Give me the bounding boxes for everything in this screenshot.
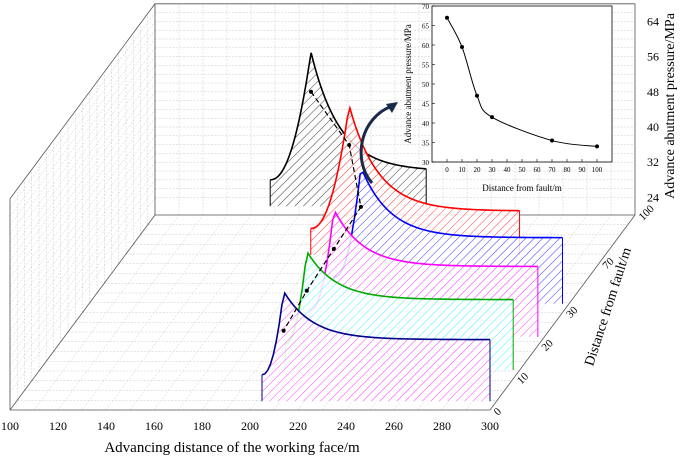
inset-data-point bbox=[550, 138, 554, 143]
z-tick-label: 64 bbox=[647, 14, 659, 28]
series-0m bbox=[261, 291, 491, 402]
inset-x-tick-label: 80 bbox=[564, 166, 572, 174]
y-tick-label: 100 bbox=[637, 203, 658, 224]
inset-x-tick-label: 0 bbox=[445, 166, 449, 174]
z-tick-label: 32 bbox=[647, 155, 659, 169]
inset-y-tick-label: 70 bbox=[422, 3, 430, 11]
annotation-layer bbox=[281, 89, 398, 333]
inset-y-tick-label: 40 bbox=[422, 120, 430, 128]
series-line-20m bbox=[309, 210, 538, 312]
inset-data-point bbox=[460, 44, 464, 49]
inset-x-tick-label: 60 bbox=[534, 166, 542, 174]
series-line-70m bbox=[310, 105, 520, 230]
inset-x-tick-label: 30 bbox=[489, 166, 497, 174]
inset-y-tick-label: 50 bbox=[422, 81, 430, 89]
peak-marker bbox=[304, 288, 309, 293]
x-tick-label: 240 bbox=[337, 419, 355, 433]
inset-x-axis-title: Distance from fault/m bbox=[482, 183, 561, 193]
z-tick-label: 56 bbox=[647, 50, 659, 64]
inset-series-line bbox=[446, 17, 598, 147]
inset-y-tick-label: 55 bbox=[422, 62, 430, 70]
callout-arrow bbox=[359, 104, 393, 184]
peak-marker bbox=[347, 142, 352, 147]
x-tick-label: 100 bbox=[1, 419, 19, 433]
peak-marker bbox=[281, 328, 286, 333]
inset-y-tick-label: 35 bbox=[422, 140, 430, 148]
x-tick-label: 280 bbox=[433, 419, 451, 433]
x-tick-label: 120 bbox=[49, 419, 67, 433]
inset-x-tick-label: 90 bbox=[579, 166, 587, 174]
axis-layer: 100 120 140 160 180 200 220 240 260 280 3000102030… bbox=[1, 14, 659, 433]
inset-y-axis-title: Advance abutment pressure/MPa bbox=[403, 24, 413, 143]
z-axis-title: Advance abutment pressure/MPa bbox=[663, 12, 678, 199]
x-tick-label: 300 bbox=[481, 419, 499, 433]
inset-y-tick-label: 65 bbox=[422, 23, 430, 31]
x-tick-label: 180 bbox=[193, 419, 211, 433]
x-tick-label: 140 bbox=[97, 419, 115, 433]
series-line-10m bbox=[284, 251, 514, 345]
inset-chart: 0 10 20 30 40 50 60 70 80 90 100 30 35 40 45 50 55 60 65 70 bbox=[422, 3, 613, 174]
series-line-30m bbox=[334, 171, 563, 279]
inset-x-tick-label: 50 bbox=[519, 166, 527, 174]
x-axis-title: Advancing distance of the working face/m bbox=[104, 440, 360, 456]
inset-data-point bbox=[595, 144, 599, 149]
y-tick-label: 0 bbox=[492, 405, 505, 418]
inset-data-point bbox=[445, 15, 449, 20]
inset-x-tick-label: 10 bbox=[459, 166, 467, 174]
z-tick-label: 40 bbox=[647, 120, 659, 134]
inset-y-tick-label: 45 bbox=[422, 101, 430, 109]
inset-y-tick-label: 30 bbox=[422, 159, 430, 167]
callout-arrow-head bbox=[386, 102, 398, 113]
inset-x-tick-label: 70 bbox=[549, 166, 557, 174]
series-layer bbox=[261, 52, 563, 402]
inset-y-tick-label: 60 bbox=[422, 42, 430, 50]
axes-frame bbox=[9, 3, 636, 411]
x-tick-label: 260 bbox=[385, 419, 403, 433]
inset-frame bbox=[431, 5, 613, 163]
inset-x-tick-label: 40 bbox=[504, 166, 512, 174]
x-tick-label: 220 bbox=[289, 419, 307, 433]
series-line-0m bbox=[261, 291, 491, 376]
x-tick-label: 160 bbox=[145, 419, 163, 433]
peak-marker bbox=[358, 204, 363, 209]
peak-marker bbox=[331, 246, 336, 251]
peak-marker bbox=[309, 89, 313, 94]
z-tick-label: 48 bbox=[647, 85, 659, 99]
peak-trend-line bbox=[283, 91, 362, 332]
inset-data-point bbox=[490, 115, 494, 120]
inset-x-tick-label: 100 bbox=[592, 166, 603, 174]
inset-data-point bbox=[475, 93, 479, 98]
x-tick-label: 200 bbox=[241, 419, 259, 433]
z-tick-label: 24 bbox=[647, 190, 659, 204]
inset-x-tick-label: 20 bbox=[474, 166, 482, 174]
